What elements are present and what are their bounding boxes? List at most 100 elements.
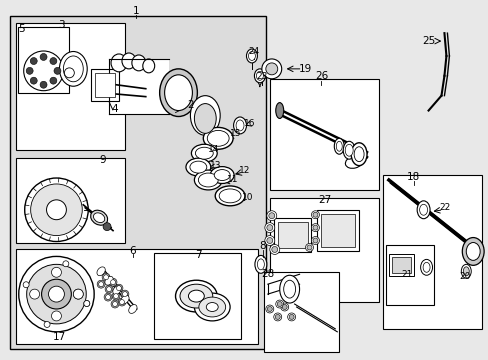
Circle shape	[312, 238, 317, 243]
Ellipse shape	[128, 305, 137, 314]
Circle shape	[110, 280, 115, 285]
Ellipse shape	[188, 290, 204, 302]
Circle shape	[73, 289, 83, 299]
Text: 15: 15	[230, 129, 242, 138]
Circle shape	[73, 289, 83, 299]
Circle shape	[103, 223, 111, 231]
Ellipse shape	[350, 143, 366, 166]
Ellipse shape	[189, 161, 206, 173]
Ellipse shape	[194, 170, 222, 190]
Circle shape	[25, 178, 88, 242]
Circle shape	[267, 306, 272, 311]
Bar	[321, 214, 354, 247]
Circle shape	[118, 298, 126, 306]
Circle shape	[268, 213, 274, 219]
Circle shape	[50, 58, 57, 64]
Ellipse shape	[105, 276, 113, 285]
Bar	[388, 255, 413, 276]
Ellipse shape	[195, 147, 213, 159]
Ellipse shape	[422, 262, 429, 272]
Bar	[277, 222, 307, 248]
Ellipse shape	[199, 297, 225, 317]
Text: 11: 11	[227, 175, 238, 184]
Circle shape	[30, 289, 40, 299]
Bar	[16, 158, 124, 243]
Circle shape	[83, 301, 90, 306]
Circle shape	[63, 261, 69, 267]
Ellipse shape	[111, 54, 127, 72]
Circle shape	[19, 256, 94, 332]
Circle shape	[262, 59, 281, 79]
Bar	[10, 16, 265, 349]
Circle shape	[64, 68, 74, 78]
Circle shape	[51, 267, 61, 277]
Circle shape	[31, 184, 82, 235]
Circle shape	[40, 81, 47, 88]
Text: 22: 22	[439, 203, 450, 212]
Circle shape	[30, 58, 37, 64]
Circle shape	[265, 305, 273, 313]
Ellipse shape	[419, 204, 427, 215]
Ellipse shape	[256, 71, 263, 80]
Bar	[91, 69, 119, 100]
Text: 13: 13	[209, 161, 221, 170]
Circle shape	[26, 67, 33, 74]
Ellipse shape	[63, 56, 83, 82]
Circle shape	[275, 314, 280, 319]
Ellipse shape	[461, 238, 483, 265]
Bar	[153, 253, 241, 339]
Bar	[18, 27, 69, 93]
Text: 12: 12	[239, 166, 250, 175]
Ellipse shape	[122, 53, 136, 69]
Ellipse shape	[214, 170, 230, 180]
Circle shape	[54, 67, 61, 74]
Circle shape	[99, 282, 103, 287]
Circle shape	[311, 224, 319, 231]
Ellipse shape	[275, 103, 283, 118]
Ellipse shape	[416, 201, 429, 219]
Circle shape	[102, 273, 110, 281]
Circle shape	[311, 211, 319, 219]
Ellipse shape	[343, 141, 354, 159]
Text: 1: 1	[132, 6, 139, 16]
Text: 4: 4	[111, 104, 118, 113]
Ellipse shape	[194, 293, 230, 321]
Bar	[273, 218, 311, 252]
Circle shape	[266, 238, 272, 243]
Ellipse shape	[246, 49, 257, 63]
Circle shape	[264, 223, 274, 233]
Ellipse shape	[254, 69, 265, 83]
Ellipse shape	[90, 210, 107, 225]
Text: 25: 25	[421, 36, 434, 46]
Bar	[317, 210, 358, 251]
Text: 18: 18	[406, 172, 420, 182]
Circle shape	[306, 245, 311, 250]
Circle shape	[23, 282, 29, 288]
Text: 6: 6	[129, 247, 136, 256]
Text: 8: 8	[259, 242, 265, 252]
Text: 14: 14	[207, 145, 219, 154]
Circle shape	[83, 301, 90, 306]
Circle shape	[122, 292, 127, 297]
Ellipse shape	[210, 167, 234, 184]
Circle shape	[46, 200, 66, 220]
Ellipse shape	[219, 189, 241, 203]
Ellipse shape	[93, 213, 104, 222]
Ellipse shape	[203, 127, 233, 149]
Ellipse shape	[194, 104, 216, 133]
Ellipse shape	[97, 267, 105, 276]
Circle shape	[282, 305, 286, 310]
Bar	[382, 175, 481, 329]
Text: 10: 10	[242, 193, 253, 202]
Text: 17: 17	[53, 332, 66, 342]
Ellipse shape	[283, 280, 295, 298]
Text: 23: 23	[256, 72, 267, 81]
Text: 27: 27	[317, 195, 330, 205]
Circle shape	[288, 314, 293, 319]
Circle shape	[119, 300, 124, 305]
Text: 5: 5	[19, 24, 25, 34]
Circle shape	[280, 303, 288, 311]
Bar	[269, 79, 378, 190]
Ellipse shape	[185, 158, 210, 176]
Text: 16: 16	[244, 119, 255, 128]
